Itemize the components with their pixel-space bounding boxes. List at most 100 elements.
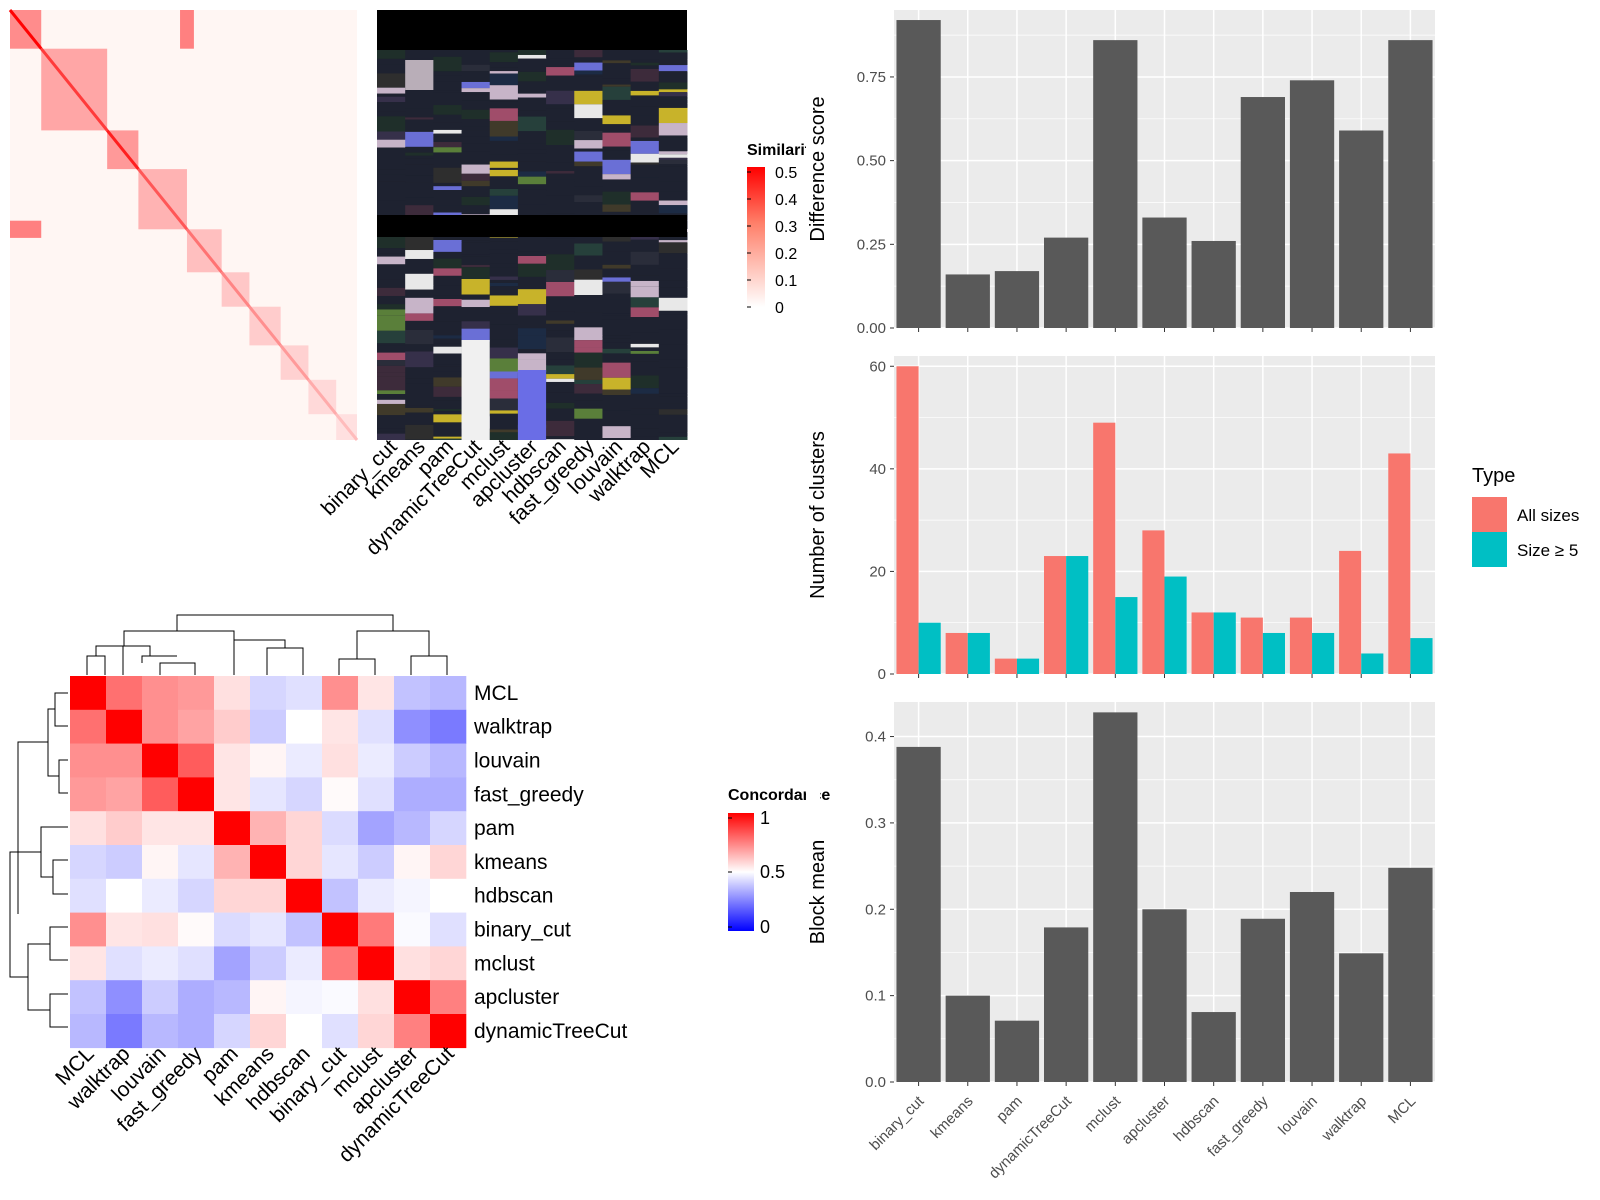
block-mean-chart: 0.0 0.1 0.2 0.3 0.4 Block mean binary_cut kmean… bbox=[807, 702, 1435, 1182]
track-segment bbox=[377, 352, 406, 361]
track-segment bbox=[405, 329, 434, 345]
y-axis-label: Block mean bbox=[807, 840, 829, 945]
track-segment bbox=[489, 136, 519, 141]
conc-legend-tick-label: 1 bbox=[760, 808, 770, 828]
track-segment bbox=[517, 184, 547, 190]
track-segment bbox=[377, 93, 406, 97]
concordance-row-label: pam bbox=[474, 817, 515, 840]
track-segment bbox=[630, 286, 660, 298]
track-segment bbox=[602, 319, 632, 336]
concordance-cell bbox=[214, 811, 251, 846]
track-segment bbox=[602, 84, 632, 87]
track-segment bbox=[377, 73, 406, 88]
track-segment bbox=[517, 328, 547, 336]
concordance-cell bbox=[358, 912, 395, 947]
concordance-cell bbox=[178, 912, 215, 947]
track-segment bbox=[658, 359, 688, 368]
track-segment bbox=[377, 330, 406, 344]
concordance-cell bbox=[214, 845, 251, 880]
bar bbox=[1093, 40, 1138, 329]
track-segment bbox=[489, 263, 519, 268]
track-segment bbox=[377, 87, 406, 94]
track-segment bbox=[602, 174, 632, 180]
track-segment bbox=[574, 255, 603, 270]
concordance-cell bbox=[322, 777, 359, 812]
y-tick-label: 0.1 bbox=[865, 988, 886, 1005]
track-segment bbox=[658, 329, 688, 345]
track-segment bbox=[630, 115, 660, 126]
track-segment bbox=[658, 99, 688, 104]
concordance-cell bbox=[430, 878, 467, 913]
track-segment bbox=[433, 295, 463, 299]
legend-label-size-ge5: Size ≥ 5 bbox=[1517, 541, 1578, 560]
concordance-cell bbox=[142, 811, 179, 846]
track-segment bbox=[461, 254, 491, 257]
concordance-cell bbox=[70, 811, 107, 846]
track-segment bbox=[517, 171, 547, 177]
track-segment bbox=[489, 413, 519, 430]
track-segment bbox=[630, 275, 660, 281]
track-segment bbox=[489, 259, 519, 264]
concordance-cell bbox=[70, 878, 107, 913]
track-segment bbox=[574, 379, 603, 385]
track-segment bbox=[658, 65, 688, 72]
concordance-cell bbox=[250, 743, 287, 778]
sim-diagonal bbox=[307, 378, 338, 416]
bar bbox=[1191, 1012, 1236, 1082]
x-tick-label: louvain bbox=[1275, 1093, 1321, 1139]
track-segment bbox=[489, 52, 519, 63]
concordance-cell bbox=[214, 946, 251, 981]
track-segment bbox=[574, 151, 603, 162]
y-tick-label: 0.25 bbox=[857, 236, 886, 253]
track-segment bbox=[405, 344, 434, 352]
track-segment bbox=[630, 68, 660, 82]
concordance-cell bbox=[214, 743, 251, 778]
track-segment bbox=[602, 50, 632, 61]
track-segment bbox=[630, 137, 660, 141]
track-segment bbox=[574, 279, 603, 296]
track-segment bbox=[377, 309, 406, 316]
track-segment bbox=[489, 324, 519, 340]
concordance-cell bbox=[178, 676, 215, 711]
bar-all-sizes bbox=[896, 366, 919, 674]
similarity-legend-ticks: 0.5 0.4 0.3 0.2 0.1 0 bbox=[747, 165, 797, 317]
concordance-cell bbox=[430, 743, 467, 778]
track-segment bbox=[433, 90, 463, 93]
track-segment bbox=[658, 393, 688, 397]
track-segment bbox=[630, 307, 660, 318]
track-segment bbox=[658, 280, 688, 288]
sim-legend-tick-label: 0.2 bbox=[775, 246, 797, 263]
bar bbox=[1142, 217, 1187, 328]
track-segment bbox=[489, 169, 519, 177]
track-segment bbox=[574, 90, 603, 105]
concordance-cell bbox=[394, 946, 431, 981]
track-segment bbox=[630, 140, 660, 154]
track-segment bbox=[489, 71, 519, 74]
track-segment bbox=[658, 151, 688, 155]
track-segment bbox=[574, 130, 603, 141]
track-segment bbox=[433, 129, 463, 134]
bar-size-ge5 bbox=[1213, 612, 1236, 674]
bar bbox=[1289, 80, 1335, 328]
track-segment bbox=[630, 81, 660, 91]
track-segment bbox=[630, 59, 660, 63]
track-segment bbox=[489, 253, 519, 260]
track-segment bbox=[517, 71, 547, 82]
concordance-cell bbox=[286, 912, 323, 947]
sim-legend-tick-label: 0 bbox=[775, 300, 784, 317]
track-segment bbox=[433, 212, 463, 217]
concordance-cell bbox=[142, 946, 179, 981]
track-segment bbox=[546, 323, 575, 331]
track-segment bbox=[433, 335, 463, 339]
track-segment bbox=[546, 436, 575, 440]
track-segment bbox=[517, 110, 547, 117]
track-segment bbox=[546, 50, 575, 59]
track-segment bbox=[517, 131, 547, 144]
track-segment bbox=[602, 426, 632, 439]
track-segment bbox=[574, 243, 603, 256]
concordance-cell bbox=[106, 912, 143, 947]
track-segment bbox=[433, 400, 463, 410]
track-segment bbox=[658, 191, 688, 201]
track-segment bbox=[405, 273, 434, 290]
similarity-legend: Similarity 0.5 0.4 0.3 0.2 0.1 0 bbox=[747, 142, 819, 317]
